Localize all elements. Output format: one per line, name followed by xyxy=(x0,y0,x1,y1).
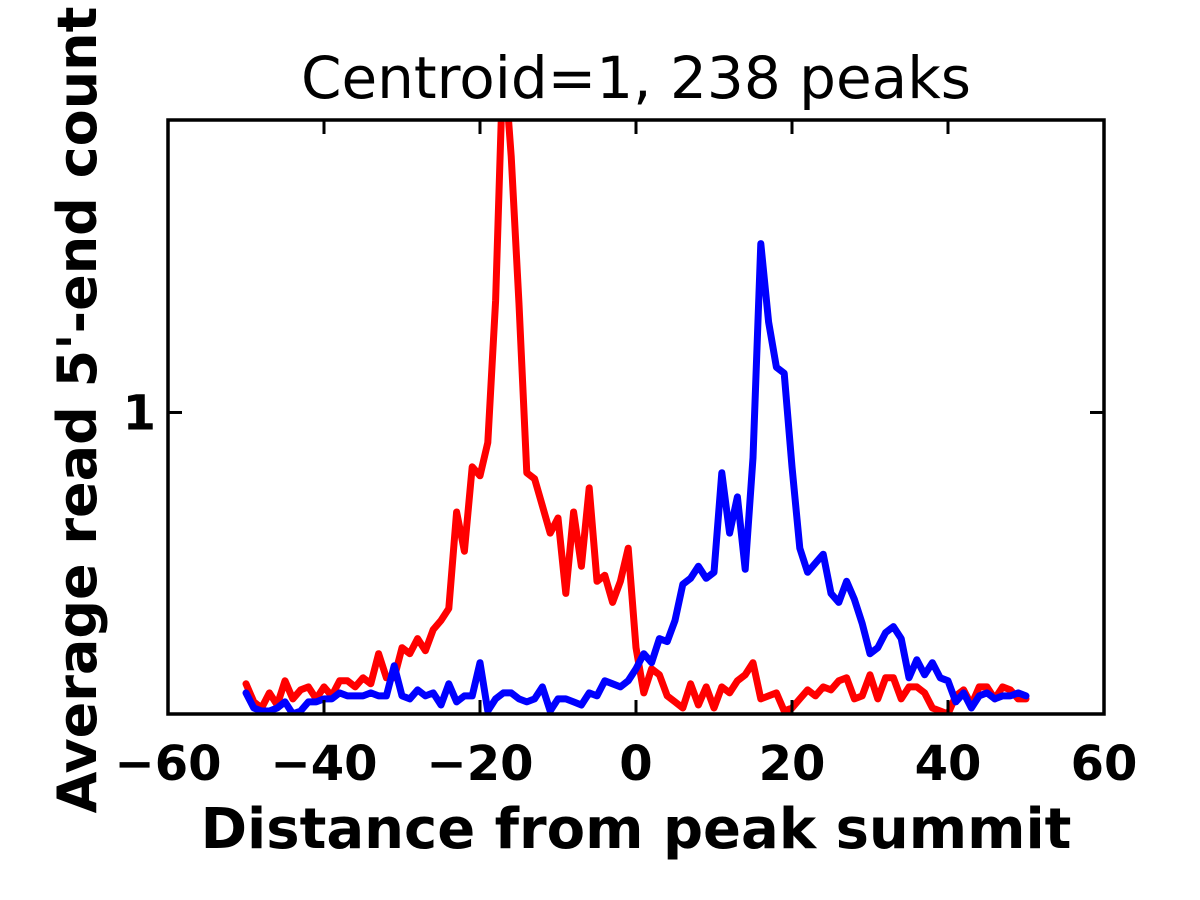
x-tick-label: −20 xyxy=(426,736,533,792)
red-series-line xyxy=(242,120,1030,714)
blue-series-line xyxy=(242,240,1030,714)
x-tick-label: 60 xyxy=(1071,736,1138,792)
x-tick-label: −60 xyxy=(114,736,221,792)
x-tick-label: 40 xyxy=(915,736,982,792)
y-tick-label: 1 xyxy=(123,385,156,441)
x-axis-label: Distance from peak summit xyxy=(201,797,1072,862)
x-tick-label: −40 xyxy=(270,736,377,792)
y-axis-label: Average read 5'-end count xyxy=(46,7,109,814)
plot-area xyxy=(242,120,1030,714)
x-tick-label: 20 xyxy=(759,736,826,792)
axis-ticks: −60 −40 −20 0 20 40 60 1 xyxy=(114,120,1137,792)
x-tick-label: 0 xyxy=(619,736,652,792)
chart-title: Centroid=1, 238 peaks xyxy=(301,44,971,112)
